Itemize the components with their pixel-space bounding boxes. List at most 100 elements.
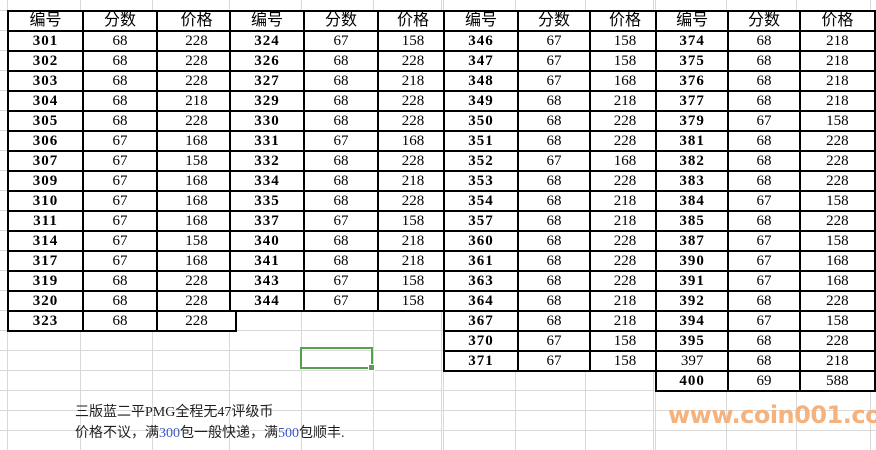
cell-price[interactable]: 158 [589,330,661,352]
cell-id[interactable]: 379 [654,110,730,132]
cell-price[interactable]: 218 [798,90,876,112]
cell-id[interactable]: 353 [443,170,519,192]
cell-id[interactable]: 317 [7,250,84,272]
cell-id[interactable]: 352 [443,150,519,172]
cell-score[interactable]: 68 [82,290,158,312]
cell-price[interactable]: 228 [589,270,661,292]
cell-id[interactable]: 377 [654,90,730,112]
cell-price[interactable]: 168 [377,130,449,152]
cell-score[interactable]: 67 [82,230,158,252]
cell-id[interactable]: 340 [229,230,305,252]
cell-price[interactable]: 228 [798,150,876,172]
cell-price[interactable]: 228 [798,170,876,192]
cell-score[interactable]: 67 [303,270,379,292]
cell-score[interactable]: 67 [303,130,379,152]
cell-id[interactable]: 346 [443,30,519,52]
cell-id[interactable]: 391 [654,270,730,292]
cell-price[interactable]: 218 [377,230,449,252]
cell-score[interactable]: 68 [727,210,801,232]
cell-id[interactable]: 344 [229,290,305,312]
cell-id[interactable]: 331 [229,130,305,152]
cell-id[interactable]: 324 [229,30,305,52]
cell-score[interactable]: 67 [82,210,158,232]
cell-score[interactable]: 68 [727,330,801,352]
cell-score[interactable]: 68 [517,230,591,252]
cell-price[interactable]: 158 [589,50,661,72]
cell-price[interactable]: 228 [589,170,661,192]
cell-id[interactable]: 400 [654,370,730,392]
cell-score[interactable]: 67 [727,270,801,292]
cell-score[interactable]: 68 [82,50,158,72]
cell-score[interactable]: 68 [517,290,591,312]
cell-id[interactable]: 370 [443,330,519,352]
cell-price[interactable]: 228 [589,130,661,152]
cell-score[interactable]: 67 [727,190,801,212]
cell-id[interactable]: 319 [7,270,84,292]
cell-id[interactable]: 357 [443,210,519,232]
cell-price[interactable]: 158 [589,30,661,52]
column-header-id[interactable]: 编号 [7,10,84,32]
cell-price[interactable]: 218 [589,210,661,232]
cell-price[interactable]: 228 [156,310,237,332]
cell-id[interactable]: 323 [7,310,84,332]
cell-price[interactable]: 228 [156,50,237,72]
cell-price[interactable]: 158 [377,210,449,232]
cell-id[interactable]: 397 [654,350,730,372]
cell-price[interactable]: 228 [156,30,237,52]
cell-score[interactable]: 68 [303,110,379,132]
cell-score[interactable]: 67 [303,210,379,232]
cell-price[interactable]: 158 [798,230,876,252]
cell-score[interactable]: 67 [82,250,158,272]
cell-id[interactable]: 334 [229,170,305,192]
cell-price[interactable]: 218 [156,90,237,112]
cell-price[interactable]: 218 [798,350,876,372]
cell-price[interactable]: 228 [377,110,449,132]
cell-score[interactable]: 68 [727,50,801,72]
cell-score[interactable]: 68 [517,250,591,272]
cell-price[interactable]: 228 [156,70,237,92]
cell-price[interactable]: 168 [156,190,237,212]
cell-id[interactable]: 375 [654,50,730,72]
cell-id[interactable]: 395 [654,330,730,352]
cell-price[interactable]: 218 [377,170,449,192]
cell-price[interactable]: 158 [798,110,876,132]
cell-id[interactable]: 303 [7,70,84,92]
cell-id[interactable]: 349 [443,90,519,112]
cell-score[interactable]: 68 [82,30,158,52]
cell-price[interactable]: 168 [798,250,876,272]
cell-id[interactable]: 384 [654,190,730,212]
cell-score[interactable]: 68 [303,90,379,112]
cell-score[interactable]: 68 [517,130,591,152]
cell-score[interactable]: 68 [727,130,801,152]
cell-score[interactable]: 68 [303,50,379,72]
cell-price[interactable]: 158 [377,270,449,292]
cell-id[interactable]: 310 [7,190,84,212]
cell-score[interactable]: 68 [727,90,801,112]
cell-score[interactable]: 67 [517,350,591,372]
cell-id[interactable]: 320 [7,290,84,312]
column-header-score[interactable]: 分数 [303,10,379,32]
cell-score[interactable]: 68 [82,310,158,332]
cell-price[interactable]: 228 [377,190,449,212]
cell-id[interactable]: 341 [229,250,305,272]
cell-id[interactable]: 374 [654,30,730,52]
cell-score[interactable]: 67 [303,30,379,52]
cell-score[interactable]: 68 [727,150,801,172]
column-header-score[interactable]: 分数 [82,10,158,32]
cell-id[interactable]: 332 [229,150,305,172]
cell-id[interactable]: 330 [229,110,305,132]
cell-id[interactable]: 307 [7,150,84,172]
cell-score[interactable]: 67 [517,70,591,92]
cell-price[interactable]: 228 [589,110,661,132]
cell-score[interactable]: 67 [82,190,158,212]
cell-price[interactable]: 168 [589,150,661,172]
cell-price[interactable]: 158 [798,190,876,212]
cell-score[interactable]: 68 [517,310,591,332]
cell-price[interactable]: 218 [589,310,661,332]
cell-id[interactable]: 367 [443,310,519,332]
cell-score[interactable]: 68 [303,230,379,252]
column-header-score[interactable]: 分数 [517,10,591,32]
cell-price[interactable]: 228 [156,290,237,312]
cell-id[interactable]: 390 [654,250,730,272]
cell-score[interactable]: 67 [517,50,591,72]
